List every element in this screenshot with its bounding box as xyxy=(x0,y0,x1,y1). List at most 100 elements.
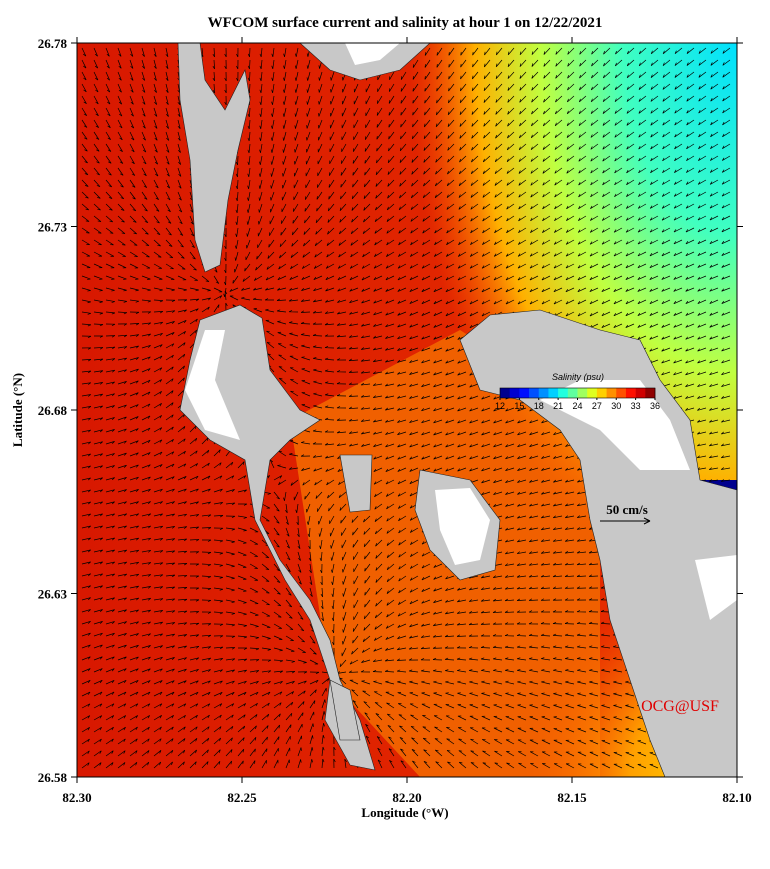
current-arrow xyxy=(494,155,503,163)
current-arrow xyxy=(601,263,611,269)
current-arrow xyxy=(365,119,371,129)
current-arrow xyxy=(201,703,211,709)
current-arrow xyxy=(177,526,188,529)
current-arrow xyxy=(141,391,151,397)
current-arrow xyxy=(422,191,431,199)
current-arrow xyxy=(361,263,371,269)
current-arrow xyxy=(273,724,281,733)
current-arrow xyxy=(141,525,152,529)
current-arrow xyxy=(235,155,239,166)
current-arrow xyxy=(201,275,210,282)
current-arrow xyxy=(324,442,335,446)
current-arrow xyxy=(637,763,647,769)
current-arrow xyxy=(201,449,210,457)
current-arrow xyxy=(590,83,599,91)
current-arrow xyxy=(117,726,126,733)
colorbar-swatch xyxy=(625,388,636,398)
current-arrow xyxy=(189,488,199,493)
current-arrow xyxy=(165,299,176,302)
current-arrow xyxy=(117,275,127,280)
current-arrow xyxy=(81,405,92,409)
current-arrow xyxy=(412,119,419,128)
current-arrow xyxy=(432,623,443,627)
current-arrow xyxy=(364,143,371,152)
current-arrow xyxy=(247,191,251,201)
current-arrow xyxy=(421,455,431,460)
current-arrow xyxy=(686,155,695,162)
colorbar-tick-label: 12 xyxy=(495,401,505,411)
current-arrow xyxy=(421,680,431,685)
current-arrow xyxy=(603,47,611,55)
current-arrow xyxy=(709,239,719,245)
current-arrow xyxy=(352,623,359,632)
current-arrow xyxy=(177,610,188,614)
current-arrow xyxy=(637,227,647,233)
current-arrow xyxy=(301,391,311,397)
current-arrow xyxy=(342,635,347,645)
current-arrow xyxy=(529,299,539,305)
current-arrow xyxy=(528,551,539,554)
current-arrow xyxy=(273,475,283,481)
current-arrow xyxy=(447,131,455,139)
current-arrow xyxy=(229,295,239,301)
current-arrow xyxy=(518,762,527,769)
current-arrow xyxy=(409,527,419,533)
current-arrow xyxy=(105,417,115,421)
current-arrow xyxy=(385,467,395,473)
current-arrow xyxy=(553,443,563,447)
current-arrow xyxy=(141,167,147,177)
current-arrow xyxy=(543,47,551,55)
current-arrow xyxy=(201,714,210,721)
current-arrow xyxy=(433,251,443,257)
current-arrow xyxy=(397,263,407,269)
current-arrow xyxy=(141,191,148,200)
current-arrow xyxy=(280,227,287,236)
current-arrow xyxy=(306,119,311,129)
current-arrow xyxy=(213,726,222,733)
current-arrow xyxy=(297,563,302,573)
current-arrow xyxy=(423,179,431,187)
current-arrow xyxy=(375,203,383,211)
current-arrow xyxy=(309,647,317,655)
current-arrow xyxy=(296,515,299,526)
current-arrow xyxy=(330,71,335,81)
current-arrow xyxy=(105,738,114,745)
current-arrow xyxy=(342,563,347,573)
current-arrow xyxy=(117,691,127,697)
current-arrow xyxy=(177,488,187,493)
current-arrow xyxy=(662,95,671,102)
current-arrow xyxy=(481,419,491,424)
current-arrow xyxy=(481,727,491,733)
current-arrow xyxy=(565,479,575,483)
current-arrow xyxy=(386,599,395,606)
current-arrow xyxy=(530,143,539,151)
current-arrow xyxy=(165,155,170,165)
current-arrow xyxy=(360,407,371,410)
current-arrow xyxy=(421,419,431,424)
current-arrow xyxy=(710,47,719,54)
current-arrow xyxy=(421,703,431,709)
current-arrow xyxy=(266,263,275,270)
current-arrow xyxy=(189,539,200,542)
current-arrow xyxy=(421,623,431,627)
current-arrow xyxy=(364,551,371,560)
current-arrow xyxy=(505,239,515,245)
current-arrow xyxy=(517,239,527,245)
current-arrow xyxy=(329,107,335,117)
current-arrow xyxy=(470,215,479,222)
current-arrow xyxy=(493,739,503,745)
current-arrow xyxy=(421,335,431,340)
current-arrow xyxy=(225,461,234,469)
current-arrow xyxy=(433,455,443,460)
current-arrow xyxy=(153,439,163,445)
current-arrow xyxy=(224,83,227,94)
current-arrow xyxy=(270,143,275,153)
current-arrow xyxy=(588,562,599,566)
current-arrow xyxy=(294,95,299,105)
current-arrow xyxy=(93,179,101,188)
current-arrow xyxy=(385,263,395,269)
current-arrow xyxy=(589,311,599,317)
current-arrow xyxy=(397,251,407,257)
current-arrow xyxy=(697,215,707,221)
current-arrow xyxy=(129,179,136,188)
